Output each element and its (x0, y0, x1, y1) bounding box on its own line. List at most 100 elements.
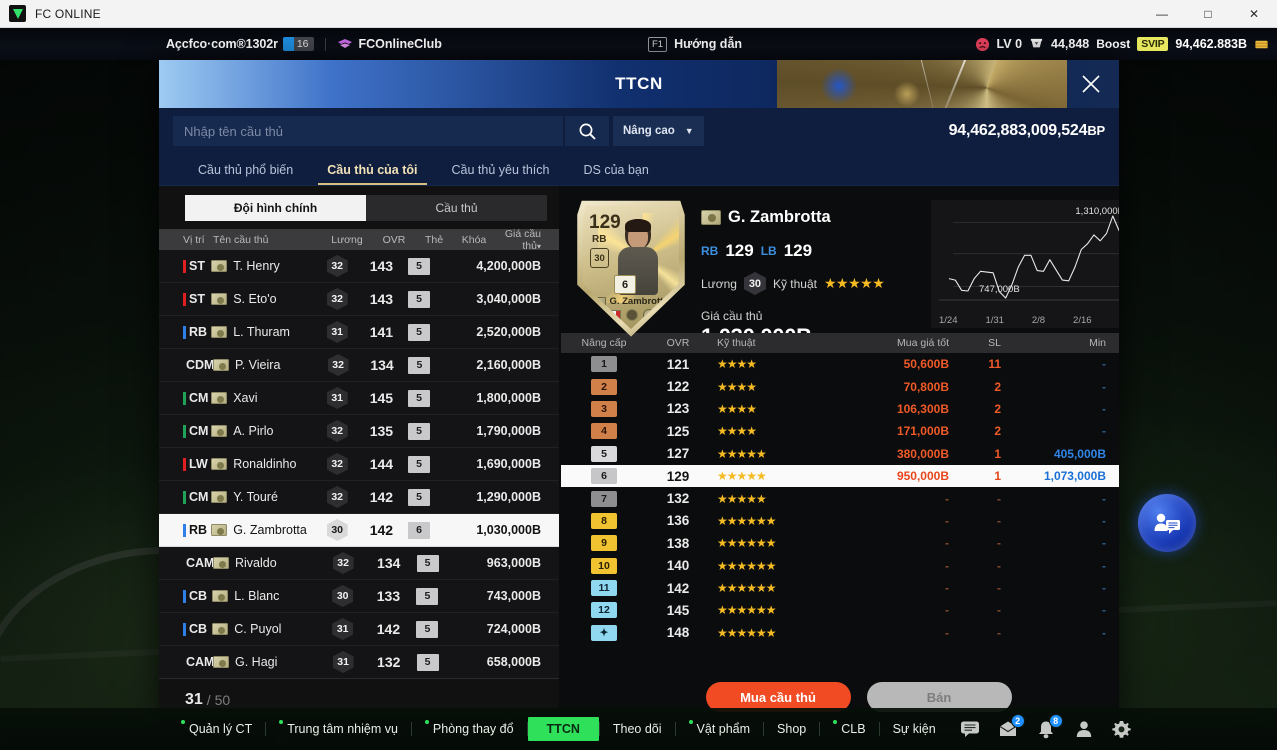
upgrade-row[interactable]: 2 122 ★★★★ 70,800B 2 -- (561, 375, 1119, 397)
nav-divider (410, 722, 412, 736)
squad-player-list[interactable]: ST T. Henry 32 143 5 4,200,000B ST S. Eto'o 32 14… (159, 250, 559, 678)
chat-icon[interactable] (959, 718, 981, 740)
row-club-icon (213, 359, 229, 371)
profile-icon[interactable] (1073, 718, 1095, 740)
upgrade-skill-stars: ★★★★ (717, 401, 757, 416)
chart-low-label: 747,000B (979, 284, 1020, 295)
position-color-bar (183, 325, 186, 339)
row-ovr: 142 (369, 489, 394, 505)
upgrade-min-qty: - (1106, 402, 1119, 416)
nav-item-clb[interactable]: CLB (820, 708, 878, 750)
nav-item-v-t-ph-m[interactable]: Vật phẩm (676, 708, 764, 750)
table-row[interactable]: CB L. Blanc 30 133 5 743,000B (159, 580, 559, 613)
row-club-icon (211, 326, 228, 338)
segment-players[interactable]: Cầu thủ (366, 195, 547, 221)
nav-item-ttcn[interactable]: TTCN (527, 717, 599, 741)
search-input[interactable] (173, 116, 563, 146)
upgrade-row[interactable]: 1 121 ★★★★ 50,600B 11 -- (561, 353, 1119, 375)
row-name-label: Y. Touré (233, 490, 278, 504)
coin-cup-icon (1030, 38, 1043, 47)
close-window-button[interactable]: ✕ (1248, 6, 1260, 21)
header-wage: Lương (331, 233, 363, 246)
upgrade-min-qty: - (1106, 581, 1119, 595)
row-player-name: T. Henry (211, 259, 313, 273)
table-row[interactable]: CAM Rivaldo 32 134 5 963,000B (159, 547, 559, 580)
tab-my-players[interactable]: Cầu thủ của tôi (310, 155, 434, 185)
gear-icon[interactable] (1111, 718, 1133, 740)
window-title: FC ONLINE (35, 6, 101, 21)
advanced-filter-dropdown[interactable]: Nâng cao ▼ (613, 116, 704, 146)
upgrade-ovr: 138 (666, 535, 690, 551)
nav-item-shop[interactable]: Shop (764, 708, 819, 750)
nav-item-trung-t-m-nhi-m-v[interactable]: Trung tâm nhiệm vụ (266, 708, 411, 750)
upgrade-row[interactable]: 3 123 ★★★★ 106,300B 2 -- (561, 398, 1119, 420)
table-row[interactable]: CM A. Pirlo 32 135 5 1,790,000B (159, 415, 559, 448)
row-position-label: CM (189, 490, 209, 504)
table-row[interactable]: LW Ronaldinho 32 144 5 1,690,000B (159, 448, 559, 481)
fc-online-logo-icon (9, 5, 26, 22)
row-club-icon (213, 656, 229, 668)
bottom-navigation[interactable]: Quản lý CT Trung tâm nhiệm vụ Phòng thay đ… (0, 708, 1277, 750)
search-icon[interactable] (565, 116, 609, 146)
club-area[interactable]: FCOnlineClub (337, 37, 442, 51)
nav-item-s-ki-n[interactable]: Sự kiện (880, 708, 949, 750)
table-row[interactable]: ST S. Eto'o 32 143 5 3,040,000B (159, 283, 559, 316)
minimize-button[interactable]: — (1156, 6, 1168, 21)
table-row[interactable]: CM Xavi 31 145 5 1,800,000B (159, 382, 559, 415)
row-price: 1,030,000B (476, 523, 541, 537)
star-icon: ★ (872, 275, 885, 291)
inbox-icon[interactable]: 2 (997, 714, 1025, 740)
guide-area[interactable]: F1 Hướng dẫn (648, 36, 742, 52)
upgrade-row[interactable]: 4 125 ★★★★ 171,000B 2 -- (561, 420, 1119, 442)
maximize-button[interactable]: □ (1204, 6, 1212, 21)
club-emblem-icon (337, 38, 352, 48)
upgrade-table-body[interactable]: 1121★★★★50,600B11--2122★★★★70,800B2--312… (561, 353, 1119, 644)
nav-item-ph-ng-thay[interactable]: Phòng thay đổ (412, 708, 527, 750)
row-ovr: 145 (369, 390, 394, 406)
upgrade-min-qty: - (1106, 357, 1119, 371)
row-club-icon (211, 392, 228, 404)
table-row[interactable]: CDM P. Vieira 32 134 5 2,160,000B (159, 349, 559, 382)
tab-your-list[interactable]: DS của bạn (583, 163, 649, 177)
notification-badge: 8 (1048, 714, 1063, 728)
row-ovr: 142 (369, 522, 394, 538)
row-ovr: 134 (370, 357, 394, 373)
table-row[interactable]: CAM G. Hagi 31 132 5 658,000B (159, 646, 559, 678)
community-chat-icon[interactable] (1138, 494, 1196, 552)
player-card[interactable]: 129 RB 30 6 G. Zambrotta (575, 198, 687, 338)
tab-popular-players[interactable]: Cầu thủ phổ biến (198, 163, 294, 177)
close-icon[interactable] (1077, 70, 1105, 98)
segment-main-squad[interactable]: Đội hình chính (185, 195, 366, 221)
tab-favorite-players[interactable]: Cầu thủ yêu thích (451, 163, 550, 177)
card-player-portrait (616, 219, 660, 295)
table-row[interactable]: CM Y. Touré 32 142 5 1,290,000B (159, 481, 559, 514)
row-name-label: G. Hagi (235, 655, 278, 669)
panel-search-bar: Nâng cao ▼ 94,462,883,009,524BP (159, 108, 1119, 154)
sell-button[interactable]: Bán (866, 682, 1012, 712)
panel-header: TTCN (159, 60, 1119, 108)
table-row[interactable]: CB C. Puyol 31 142 5 724,000B (159, 613, 559, 646)
upgrade-ovr: 145 (666, 602, 690, 618)
table-row[interactable]: ST T. Henry 32 143 5 4,200,000B (159, 250, 559, 283)
table-row[interactable]: RB G. Zambrotta 30 142 6 1,030,000B (159, 514, 559, 547)
table-row[interactable]: RB L. Thuram 31 141 5 2,520,000B (159, 316, 559, 349)
header-price-sort[interactable]: Giá cầu thủ▾ (495, 228, 551, 252)
upgrade-row[interactable]: ✦148★★★★★★---- (561, 622, 1119, 644)
upgrade-min-price: - (1102, 424, 1106, 439)
upgrade-min-qty: - (1106, 536, 1119, 550)
nav-item-theo-d-i[interactable]: Theo dõi (600, 708, 675, 750)
buy-player-button[interactable]: Mua cầu thủ (705, 682, 851, 712)
row-position-label: RB (189, 523, 208, 537)
bell-icon[interactable]: 8 (1035, 714, 1063, 740)
upgrade-buy-price: - (945, 513, 949, 528)
nav-item-qu-n-l-ct[interactable]: Quản lý CT (168, 708, 265, 750)
detail-wage-value: 30 (743, 272, 766, 295)
